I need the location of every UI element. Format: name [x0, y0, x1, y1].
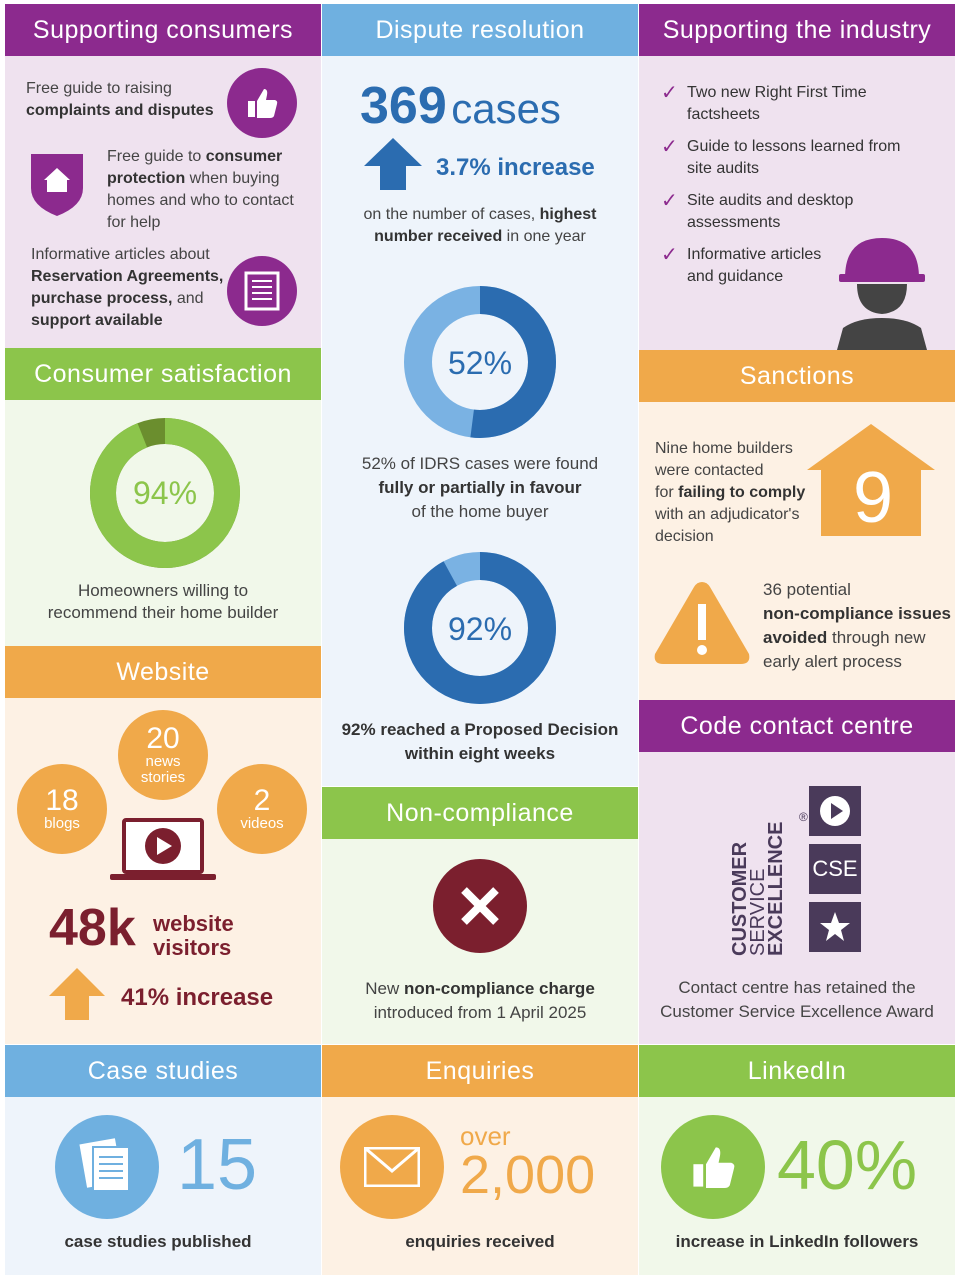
play-icon	[809, 786, 861, 836]
star-icon	[809, 902, 861, 952]
check-icon: ✓	[661, 136, 678, 158]
check-icon: ✓	[661, 82, 678, 104]
consumers-header: Supporting consumers	[5, 4, 321, 56]
industry-panel: ✓ Two new Right First Time factsheets ✓ Gu…	[639, 56, 955, 350]
consumers-item-articles: Informative articles about Reservation Ag…	[31, 246, 224, 329]
idrs-donut: 52%	[404, 286, 556, 438]
cases-count: 369 cases	[360, 77, 561, 135]
linkedin-number: 40%	[777, 1126, 918, 1204]
satisfaction-text: Homeowners willing to recommend their hom…	[47, 581, 279, 622]
enquiries-header: Enquiries	[322, 1045, 638, 1097]
website-header: Website	[5, 646, 321, 698]
laptop-play-icon	[110, 818, 216, 880]
thumbs-up-icon	[227, 68, 297, 138]
dispute-increase: 3.7% increase	[436, 154, 595, 181]
sanctions-text-builders: Nine home builders were contacted for fail…	[655, 440, 806, 545]
satisfaction-arc	[90, 418, 240, 568]
check-icon: ✓	[661, 244, 678, 266]
visitors-label: website visitors	[153, 911, 234, 960]
hard-hat-worker-icon	[837, 238, 927, 350]
case-studies-panel: 15 case studies published	[5, 1097, 321, 1275]
cse-logo: CSE	[809, 844, 861, 894]
satisfaction-label: 94%	[133, 475, 197, 511]
sanctions-panel: Nine home builders were contacted for fail…	[639, 402, 955, 700]
website-increase: 41% increase	[121, 984, 274, 1011]
registered-mark: ®	[799, 810, 808, 824]
sanctions-header: Sanctions	[639, 350, 955, 402]
idrs-label: 52%	[448, 345, 512, 381]
check-icon: ✓	[661, 190, 678, 212]
industry-item: ✓ Site audits and desktop assessments	[661, 190, 854, 231]
idrs-text: 52% of IDRS cases were found fully or par…	[361, 454, 599, 521]
code-text: Contact centre has retained the Customer …	[660, 978, 934, 1021]
linkedin-header: LinkedIn	[639, 1045, 955, 1097]
consumers-item-complaints: Free guide to raising complaints and disp…	[26, 80, 214, 119]
visitors-number: 48k	[49, 899, 136, 957]
industry-item: ✓ Informative articles and guidance	[661, 244, 822, 285]
industry-header: Supporting the industry	[639, 4, 955, 56]
proposed-decision-label: 92%	[448, 611, 512, 647]
enquiries-over: over	[460, 1121, 511, 1151]
consumers-item-protection: Free guide to consumer protection when bu…	[107, 148, 294, 231]
warning-icon	[654, 582, 750, 664]
dispute-note: on the number of cases, highest number re…	[363, 206, 597, 245]
industry-item: ✓ Guide to lessons learned from site audi…	[661, 136, 901, 177]
blogs-bubble: 18 blogs	[17, 764, 107, 854]
satisfaction-panel: 94% Homeowners willing to recommend their…	[5, 400, 321, 646]
thumbs-up-icon	[661, 1115, 765, 1219]
linkedin-text: increase in LinkedIn followers	[675, 1232, 919, 1251]
house-number-icon: 9	[807, 424, 935, 536]
videos-bubble: 2 videos	[217, 764, 307, 854]
industry-item: ✓ Two new Right First Time factsheets	[661, 82, 867, 123]
cse-badge-text: CUSTOMER SERVICE EXCELLENCE	[729, 821, 787, 956]
enquiries-panel: over 2,000 enquiries received	[322, 1097, 638, 1275]
case-studies-number: 15	[177, 1125, 258, 1205]
sanctions-text-alert: 36 potential non-compliance issues avoided…	[763, 580, 951, 671]
idrs-arc	[404, 286, 556, 438]
website-panel: 20 news stories 18 blogs 2 videos 48k we…	[5, 698, 321, 1044]
noncompliance-text: New non-compliance charge introduced from…	[365, 979, 595, 1022]
proposed-decision-arc	[404, 552, 556, 704]
enquiries-number: 2,000	[460, 1145, 596, 1205]
proposed-decision-donut: 92%	[404, 552, 556, 704]
envelope-icon	[340, 1115, 444, 1219]
linkedin-panel: 40% increase in LinkedIn followers	[639, 1097, 955, 1275]
enquiries-text: enquiries received	[405, 1232, 555, 1251]
noncompliance-header: Non-compliance	[322, 787, 638, 839]
satisfaction-donut: 94%	[90, 418, 240, 568]
satisfaction-header: Consumer satisfaction	[5, 348, 321, 400]
news-stories-bubble: 20 news stories	[118, 710, 208, 800]
consumers-panel: Free guide to raising complaints and disp…	[5, 56, 321, 348]
code-header: Code contact centre	[639, 700, 955, 752]
shield-home-icon	[31, 150, 83, 216]
case-studies-header: Case studies	[5, 1045, 321, 1097]
document-icon	[227, 256, 297, 326]
arrow-up-icon	[49, 968, 105, 1020]
dispute-header: Dispute resolution	[322, 4, 638, 56]
sanctions-number: 9	[853, 458, 893, 536]
case-studies-text: case studies published	[64, 1232, 252, 1251]
proposed-decision-text: 92% reached a Proposed Decision within ei…	[341, 720, 619, 763]
code-panel: CUSTOMER SERVICE EXCELLENCE ® CSE Contac…	[639, 752, 955, 1044]
documents-icon	[55, 1115, 159, 1219]
noncompliance-panel: New non-compliance charge introduced from…	[322, 839, 638, 1044]
dispute-panel: 369 cases 3.7% increase on the number of…	[322, 56, 638, 786]
arrow-up-icon	[364, 138, 422, 190]
close-icon	[433, 859, 527, 953]
